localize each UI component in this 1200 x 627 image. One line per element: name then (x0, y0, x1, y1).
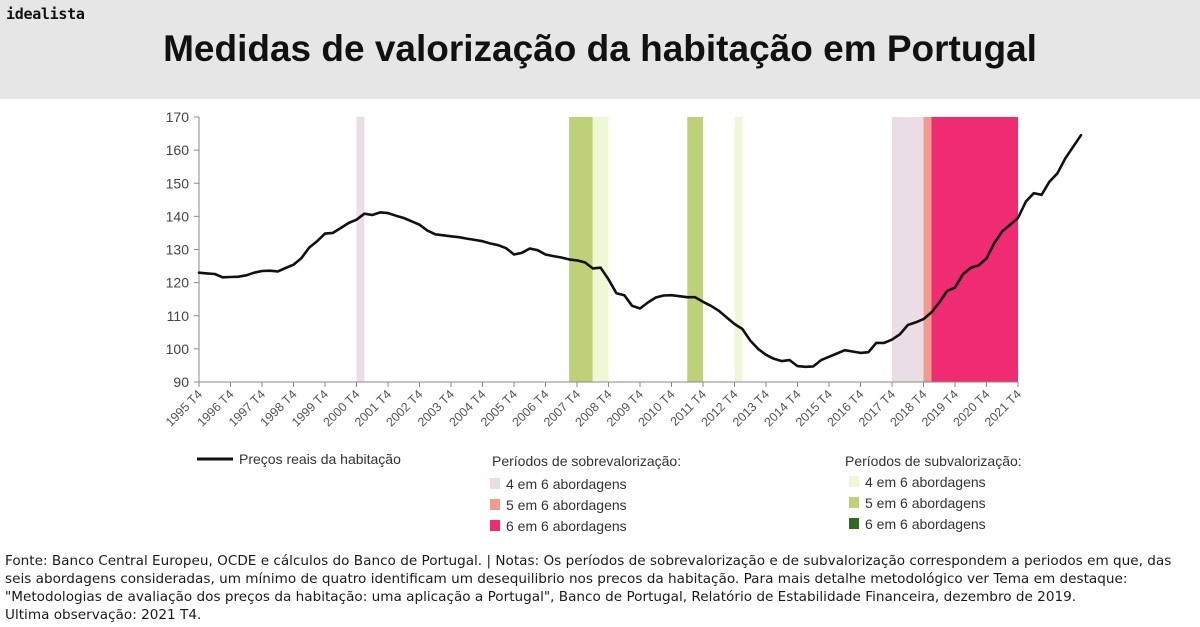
footnote-line-2: seis abordagens consideradas, um mínimo … (5, 571, 1128, 587)
shaded-period-3 (592, 117, 609, 382)
shaded-period-1 (356, 117, 365, 382)
y-tick-label: 90 (173, 374, 189, 390)
legend-under-item-5: 5 em 6 abordagens (865, 495, 986, 511)
y-axis-ticks: 90 100 110 120 130 140 150 160 170 (166, 109, 199, 390)
legend-over-title: Períodos de sobrevalorização: (492, 453, 681, 469)
legend-over-swatch-6 (490, 520, 500, 531)
y-tick-label: 140 (166, 208, 190, 224)
series-line-precos-reais (197, 133, 1083, 369)
footnote: Fonte: Banco Central Europeu, OCDE e cál… (5, 552, 1195, 624)
shaded-period-4 (687, 117, 703, 382)
header-banner: idealista Medidas de valorização da habi… (0, 0, 1200, 99)
y-tick-label: 160 (166, 142, 190, 158)
legend-under-swatch-5 (849, 497, 859, 508)
footnote-line-3: "Metodologias de avaliação dos preços da… (5, 589, 1077, 605)
y-tick-label: 100 (166, 341, 190, 357)
legend-line-label: Preços reais da habitação (239, 451, 401, 467)
y-tick-label: 150 (166, 175, 190, 191)
shaded-period-2 (569, 117, 593, 382)
legend-under-item-6: 6 em 6 abordagens (865, 516, 986, 532)
footnote-line-1: Fonte: Banco Central Europeu, OCDE e cál… (5, 553, 1172, 569)
shaded-period-8 (931, 117, 1018, 382)
chart-legend: Preços reais da habitação Períodos de sob… (197, 451, 1022, 534)
footnote-line-4: Ultima observação: 2021 T4. (5, 607, 202, 623)
legend-under-swatch-4 (849, 476, 859, 487)
legend-over-swatch-4 (490, 478, 500, 489)
y-tick-label: 170 (166, 109, 190, 125)
y-tick-label: 130 (166, 242, 190, 258)
legend-under-item-4: 4 em 6 abordagens (865, 474, 986, 490)
legend-over-swatch-5 (490, 499, 500, 510)
legend-under-swatch-6 (849, 518, 859, 529)
y-tick-label: 120 (166, 275, 190, 291)
legend-over-item-5: 5 em 6 abordagens (506, 497, 627, 513)
legend-over-item-6: 6 em 6 abordagens (506, 518, 627, 534)
shaded-period-5 (734, 117, 743, 382)
legend-over-item-4: 4 em 6 abordagens (506, 476, 627, 492)
y-tick-label: 110 (167, 308, 190, 324)
shaded-period-6 (892, 117, 924, 382)
brand-logo: idealista (6, 5, 85, 23)
shaded-period-7 (923, 117, 932, 382)
shaded-periods (356, 117, 1018, 382)
page-title: Medidas de valorização da habitação em P… (163, 28, 1037, 69)
legend-under-title: Períodos de subvalorização: (845, 453, 1022, 469)
